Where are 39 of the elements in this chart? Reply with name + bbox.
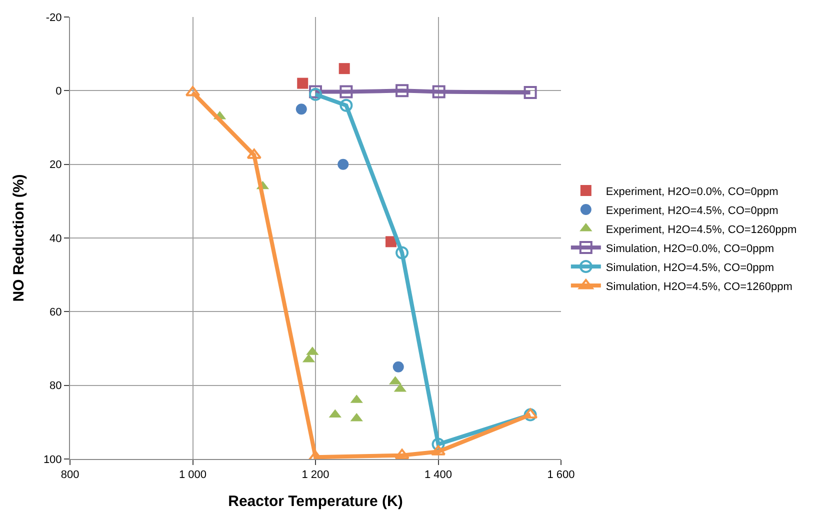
point <box>522 408 538 419</box>
point <box>396 84 409 98</box>
point <box>524 408 537 422</box>
y-tick-label: 80 <box>50 380 62 392</box>
y-tick-label: 0 <box>56 86 62 98</box>
point <box>340 85 353 98</box>
legend-label: Experiment, H2O=4.5%, CO=0ppm <box>606 204 778 217</box>
point <box>338 63 350 74</box>
point <box>297 78 308 89</box>
legend-label: Experiment, H2O=0.0%, CO=0ppm <box>606 186 778 198</box>
x-tick-label: 1 000 <box>178 469 207 482</box>
point <box>385 236 396 248</box>
point <box>432 438 445 451</box>
y-axis-title: NO Reduction (%) <box>10 174 28 302</box>
point <box>309 85 322 98</box>
point <box>432 85 446 98</box>
x-tick-label: 1 600 <box>547 469 575 482</box>
point <box>246 148 262 159</box>
x-tick-label: 1 400 <box>424 469 452 482</box>
legend-label: Experiment, H2O=4.5%, CO=1260ppm <box>606 224 797 236</box>
y-tick-label: -20 <box>46 12 62 24</box>
y-tick-label: 40 <box>50 232 62 245</box>
point <box>309 88 322 101</box>
x-axis-title: Reactor Temperature (K) <box>228 493 403 510</box>
y-tick-label: 100 <box>43 454 62 466</box>
legend-label: Simulation, H2O=4.5%, CO=1260ppm <box>606 280 792 293</box>
y-tick-label: 20 <box>50 159 62 172</box>
point <box>296 104 307 115</box>
legend-label: Simulation, H2O=4.5%, CO=0ppm <box>606 262 774 274</box>
point <box>394 448 410 459</box>
point <box>338 158 349 170</box>
point <box>392 361 404 372</box>
point <box>340 98 353 112</box>
x-tick-label: 1 200 <box>302 469 330 482</box>
x-tick-label: 800 <box>60 469 80 482</box>
y-tick-label: 60 <box>50 306 62 319</box>
legend-label: Simulation, H2O=0.0%, CO=0ppm <box>606 242 774 255</box>
point <box>396 246 409 260</box>
point <box>524 86 537 100</box>
